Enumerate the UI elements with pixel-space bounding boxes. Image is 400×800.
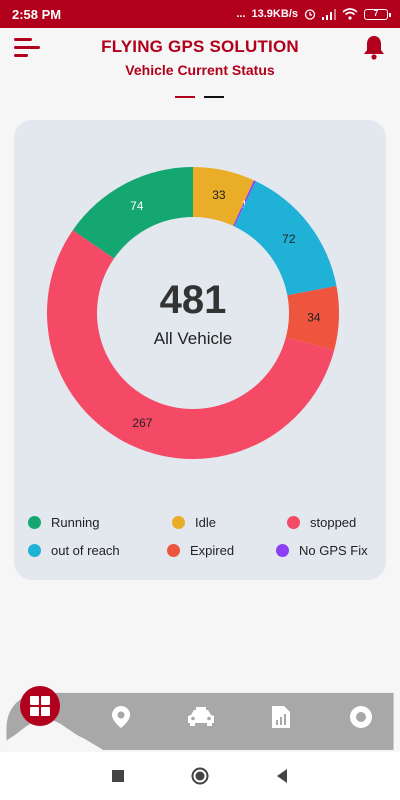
status-indicators: ... 13.9KB/s 7 <box>236 8 391 20</box>
alarm-icon <box>304 9 316 20</box>
slice-label-expired: 34 <box>307 310 321 324</box>
page-indicator <box>175 96 224 98</box>
legend-item-idle[interactable]: Idle <box>172 515 216 530</box>
home-grid-icon[interactable] <box>20 686 60 726</box>
slice-label-idle: 33 <box>212 188 226 202</box>
slice-no-gps-fix[interactable] <box>233 180 256 227</box>
bell-icon[interactable] <box>362 34 386 60</box>
legend-label: out of reach <box>51 543 120 558</box>
hamburger-icon[interactable] <box>14 36 42 60</box>
back-icon[interactable] <box>274 768 290 784</box>
legend-label: No GPS Fix <box>299 543 368 558</box>
slice-out-of-reach[interactable] <box>234 181 337 296</box>
network-speed: 13.9KB/s <box>251 8 298 20</box>
system-nav-bar <box>0 752 400 800</box>
legend-item-no-gps-fix[interactable]: No GPS Fix <box>276 543 368 558</box>
recent-apps-icon[interactable] <box>110 768 126 784</box>
page-dot-active[interactable] <box>175 96 195 98</box>
slice-label-running: 74 <box>130 199 144 213</box>
total-vehicles-label: All Vehicle <box>153 329 233 348</box>
home-circle-icon[interactable] <box>191 767 209 785</box>
slice-label-stopped: 267 <box>132 416 152 430</box>
app-title: FLYING GPS SOLUTION <box>101 37 299 56</box>
legend-dot <box>28 516 41 529</box>
legend-item-running[interactable]: Running <box>28 515 99 530</box>
total-vehicles: 481 <box>159 278 227 322</box>
legend-item-expired[interactable]: Expired <box>167 543 234 558</box>
status-bar: 2:58 PM ... 13.9KB/s 7 <box>0 0 400 28</box>
status-time: 2:58 PM <box>12 6 62 22</box>
wifi-icon <box>342 8 358 20</box>
legend-item-out-of-reach[interactable]: out of reach <box>28 543 120 558</box>
slice-running[interactable] <box>72 166 193 259</box>
legend-dot <box>167 544 180 557</box>
slice-expired[interactable] <box>285 285 339 351</box>
legend-label: stopped <box>310 515 357 530</box>
legend-label: Idle <box>195 515 216 530</box>
legend-dot <box>28 544 41 557</box>
battery-icon: 7 <box>364 8 391 20</box>
status-dots: ... <box>236 8 246 20</box>
report-icon[interactable] <box>266 702 296 732</box>
legend-item-stopped[interactable]: stopped <box>287 515 356 530</box>
legend-label: Expired <box>190 543 235 558</box>
status-chart-card: 33 1 72 34 267 74 <box>14 120 386 580</box>
slice-idle[interactable] <box>193 167 255 226</box>
legend-label: Running <box>51 515 100 530</box>
page-dot[interactable] <box>204 96 224 98</box>
settings-circle-icon[interactable] <box>346 702 376 732</box>
legend-dot <box>276 544 289 557</box>
slice-label-out-of-reach: 72 <box>282 232 296 246</box>
signal-icon <box>322 8 336 20</box>
car-icon[interactable] <box>186 702 216 732</box>
location-pin-icon[interactable] <box>106 702 136 732</box>
page-subtitle: Vehicle Current Status <box>125 62 275 78</box>
slice-stopped[interactable] <box>46 230 335 459</box>
legend-dot <box>287 516 300 529</box>
legend-dot <box>172 516 185 529</box>
